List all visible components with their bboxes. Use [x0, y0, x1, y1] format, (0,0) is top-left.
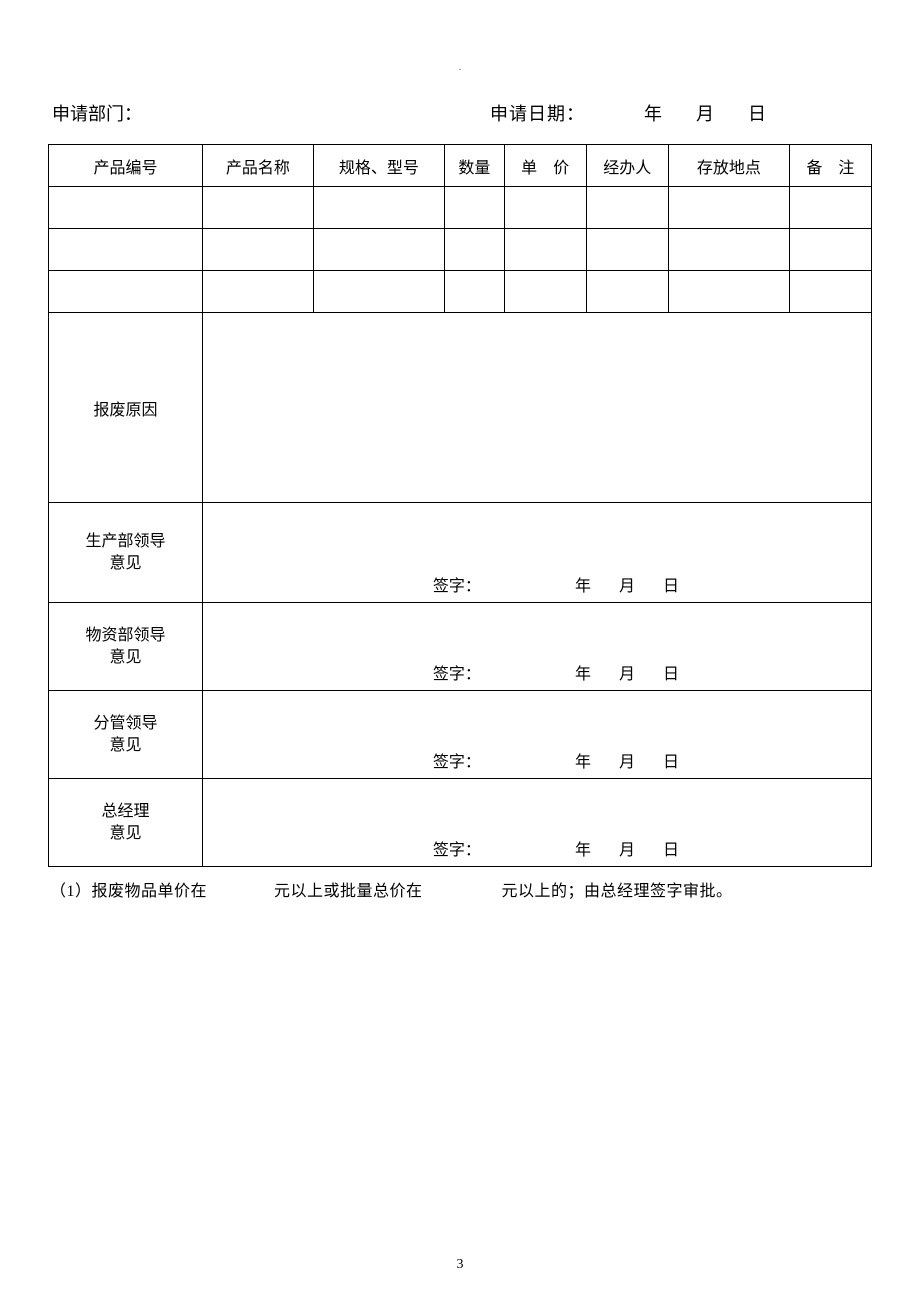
- sign-line: 签字： 年 月 日: [203, 572, 871, 596]
- sign-day: 日: [663, 578, 679, 595]
- footer-mid: 元以上或批量总价在: [274, 883, 423, 900]
- approval-row-production: 生产部领导 意见 签字： 年 月 日: [49, 503, 872, 603]
- sign-year: 年: [575, 578, 591, 595]
- approval-row-materials: 物资部领导 意见 签字： 年 月 日: [49, 603, 872, 691]
- approval-content-production: 签字： 年 月 日: [202, 503, 871, 603]
- sign-year: 年: [575, 842, 591, 859]
- sign-line: 签字： 年 月 日: [203, 836, 871, 860]
- page: . 申请部门： 申请日期： 年 月 日 产品编号 产品名称: [0, 0, 920, 1303]
- reason-row: 报废原因: [49, 313, 872, 503]
- label-line2: 意见: [109, 825, 141, 842]
- sign-month: 月: [619, 842, 635, 859]
- approval-content-gm: 签字： 年 月 日: [202, 779, 871, 867]
- approval-content-supervisor: 签字： 年 月 日: [202, 691, 871, 779]
- top-mark: .: [459, 62, 462, 73]
- approval-label-materials: 物资部领导 意见: [49, 603, 203, 691]
- th-product-name: 产品名称: [202, 145, 313, 187]
- label-line2: 意见: [109, 649, 141, 666]
- th-spec: 规格、型号: [313, 145, 444, 187]
- label-line1: 生产部领导: [85, 533, 165, 550]
- reason-label: 报废原因: [49, 313, 203, 503]
- label-line2: 意见: [109, 555, 141, 572]
- sign-month: 月: [619, 578, 635, 595]
- label-line2: 意见: [109, 737, 141, 754]
- approval-content-materials: 签字： 年 月 日: [202, 603, 871, 691]
- table-row: [49, 229, 872, 271]
- page-number: 3: [0, 1257, 920, 1273]
- table-row: [49, 271, 872, 313]
- label-line1: 物资部领导: [85, 627, 165, 644]
- sign-day: 日: [663, 842, 679, 859]
- approval-row-supervisor: 分管领导 意见 签字： 年 月 日: [49, 691, 872, 779]
- th-location: 存放地点: [668, 145, 789, 187]
- header-row: 申请部门： 申请日期： 年 月 日: [48, 100, 872, 126]
- dept-label-text: 申请部门：: [52, 104, 142, 124]
- label-line1: 分管领导: [93, 715, 157, 732]
- sign-month: 月: [619, 754, 635, 771]
- th-remark: 备 注: [789, 145, 871, 187]
- sign-label: 签字：: [433, 842, 481, 859]
- header-row-cells: 产品编号 产品名称 规格、型号 数量 单 价 经办人 存放地点 备 注: [49, 145, 872, 187]
- th-price: 单 价: [504, 145, 586, 187]
- sign-label: 签字：: [433, 754, 481, 771]
- sign-year: 年: [575, 666, 591, 683]
- footer-prefix: （1）报废物品单价在: [50, 883, 207, 900]
- label-line1: 总经理: [101, 803, 149, 820]
- reason-content: [202, 313, 871, 503]
- sign-line: 签字： 年 月 日: [203, 660, 871, 684]
- th-handler: 经办人: [586, 145, 668, 187]
- sign-label: 签字：: [433, 578, 481, 595]
- date-label: 申请日期： 年 月 日: [430, 100, 868, 126]
- th-product-no: 产品编号: [49, 145, 203, 187]
- sign-label: 签字：: [433, 666, 481, 683]
- sign-line: 签字： 年 月 日: [203, 748, 871, 772]
- sign-day: 日: [663, 666, 679, 683]
- th-qty: 数量: [445, 145, 505, 187]
- date-label-text: 申请日期：: [490, 104, 585, 124]
- month-char: 月: [696, 104, 715, 124]
- sign-month: 月: [619, 666, 635, 683]
- table-row: [49, 187, 872, 229]
- sign-year: 年: [575, 754, 591, 771]
- form-table: 产品编号 产品名称 规格、型号 数量 单 价 经办人 存放地点 备 注 报废原因…: [48, 144, 872, 867]
- approval-label-production: 生产部领导 意见: [49, 503, 203, 603]
- footer-note: （1）报废物品单价在 元以上或批量总价在 元以上的；由总经理签字审批。: [48, 877, 872, 901]
- dept-label: 申请部门：: [52, 100, 430, 126]
- approval-label-supervisor: 分管领导 意见: [49, 691, 203, 779]
- year-char: 年: [644, 104, 663, 124]
- approval-label-gm: 总经理 意见: [49, 779, 203, 867]
- sign-day: 日: [663, 754, 679, 771]
- day-char: 日: [748, 104, 767, 124]
- footer-suffix: 元以上的；由总经理签字审批。: [502, 883, 733, 900]
- approval-row-gm: 总经理 意见 签字： 年 月 日: [49, 779, 872, 867]
